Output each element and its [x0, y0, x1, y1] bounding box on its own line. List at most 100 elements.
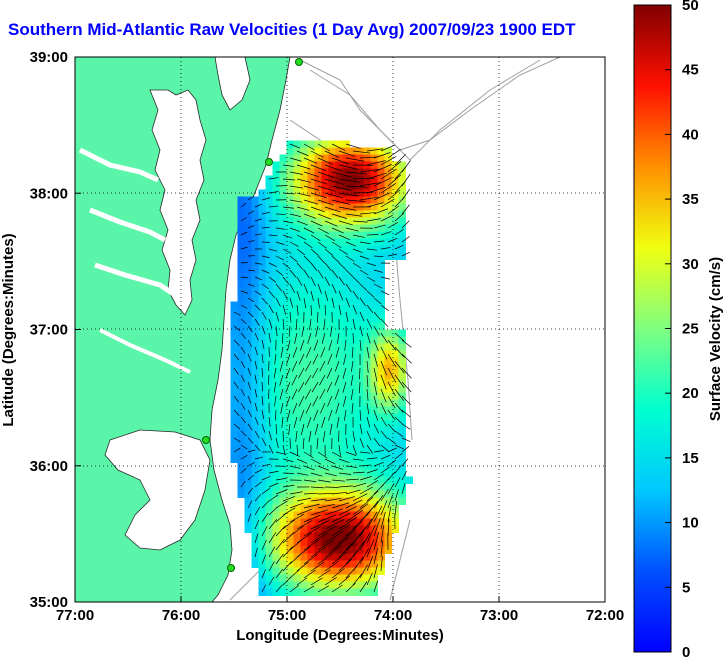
river-2: [89, 207, 167, 243]
velocity-cell: [335, 504, 343, 512]
colorbar-tick-label: 30: [682, 256, 699, 273]
velocity-cell: [314, 567, 322, 575]
velocity-cell: [398, 343, 406, 351]
velocity-cell: [335, 210, 343, 218]
velocity-vector: [394, 244, 404, 250]
velocity-vector: [268, 519, 278, 530]
velocity-cell: [279, 448, 287, 456]
velocity-cell: [391, 476, 399, 484]
velocity-vector: [261, 339, 265, 349]
velocity-vector: [275, 489, 287, 495]
velocity-vector: [359, 496, 374, 509]
velocity-vector: [334, 388, 340, 400]
velocity-vector: [296, 472, 309, 476]
velocity-vector: [317, 227, 329, 234]
velocity-cell: [377, 350, 385, 358]
velocity-vector: [387, 409, 396, 420]
velocity-cell: [356, 399, 364, 407]
velocity-vector: [275, 297, 281, 307]
velocity-vector: [240, 304, 248, 309]
velocity-cell: [342, 567, 350, 575]
velocity-cell: [286, 399, 294, 407]
velocity-cell: [342, 259, 350, 267]
velocity-cell: [300, 315, 308, 323]
velocity-vector: [261, 367, 263, 378]
velocity-cell: [265, 581, 273, 589]
velocity-vector: [296, 192, 311, 197]
velocity-cell: [349, 448, 357, 456]
velocity-vector: [303, 514, 321, 523]
velocity-cell: [321, 504, 329, 512]
y-tick-label: 36:00: [30, 458, 68, 475]
velocity-vector: [254, 360, 258, 370]
velocity-cell: [328, 175, 336, 183]
velocity-vector: [268, 332, 271, 343]
velocity-cell: [384, 413, 392, 421]
velocity-cell: [244, 504, 252, 512]
velocity-vector: [268, 444, 274, 454]
velocity-cell: [321, 322, 329, 330]
velocity-cell: [377, 308, 385, 316]
velocity-cell: [293, 252, 301, 260]
velocity-vector: [310, 577, 323, 586]
velocity-vector: [289, 269, 297, 278]
velocity-cell: [363, 266, 371, 274]
velocity-vector: [296, 248, 306, 256]
velocity-vector: [394, 402, 404, 413]
x-tick-label: 77:00: [56, 607, 94, 624]
velocity-cell: [293, 224, 301, 232]
velocity-cell: [293, 238, 301, 246]
velocity-vector: [296, 234, 307, 241]
velocity-vector: [380, 276, 390, 280]
velocity-vector: [240, 202, 247, 208]
velocity-cell: [244, 476, 252, 484]
velocity-vector: [324, 531, 344, 544]
velocity-cell: [370, 581, 378, 589]
velocity-vector: [335, 402, 340, 414]
velocity-cell: [342, 287, 350, 295]
velocity-cell: [391, 210, 399, 218]
velocity-cell: [272, 469, 280, 477]
velocity-cell: [237, 483, 245, 491]
velocity-vector: [338, 516, 358, 530]
colorbar: [633, 4, 672, 653]
velocity-cell: [356, 483, 364, 491]
velocity-vector: [254, 233, 263, 236]
velocity-cell: [244, 273, 252, 281]
velocity-cell: [398, 161, 406, 169]
velocity-cell: [321, 560, 329, 568]
velocity-cell: [335, 392, 343, 400]
velocity-vector: [324, 192, 344, 199]
velocity-vector: [387, 161, 402, 173]
velocity-vector: [387, 237, 398, 243]
y-axis-ticks: 39:00 38:00 37:00 36:00 35:00: [30, 49, 81, 611]
velocity-vector: [268, 248, 278, 252]
velocity-vector: [331, 451, 342, 458]
velocity-vector: [401, 437, 411, 442]
velocity-cell: [377, 196, 385, 204]
velocity-cell: [251, 308, 259, 316]
velocity-cell: [307, 140, 315, 148]
velocity-vector: [296, 262, 304, 271]
velocity-cell: [363, 280, 371, 288]
velocity-cell: [370, 231, 378, 239]
velocity-vector: [254, 444, 261, 452]
velocity-vector: [307, 332, 312, 344]
velocity-cell: [251, 210, 259, 218]
velocity-vector: [289, 157, 302, 162]
velocity-vector: [305, 360, 312, 372]
velocity-cell: [363, 511, 371, 519]
velocity-vector: [317, 465, 329, 471]
velocity-vector: [366, 262, 377, 267]
velocity-cell: [328, 546, 336, 554]
velocity-vector: [317, 199, 335, 206]
velocity-cell: [370, 245, 378, 253]
velocity-vector: [303, 492, 318, 495]
velocity-cell: [307, 588, 315, 596]
velocity-cell: [321, 532, 329, 540]
velocity-cell: [370, 273, 378, 281]
velocity-cell: [251, 546, 259, 554]
velocity-vector: [254, 318, 260, 326]
x-tick-label: 72:00: [586, 607, 624, 624]
velocity-vector: [310, 532, 329, 544]
